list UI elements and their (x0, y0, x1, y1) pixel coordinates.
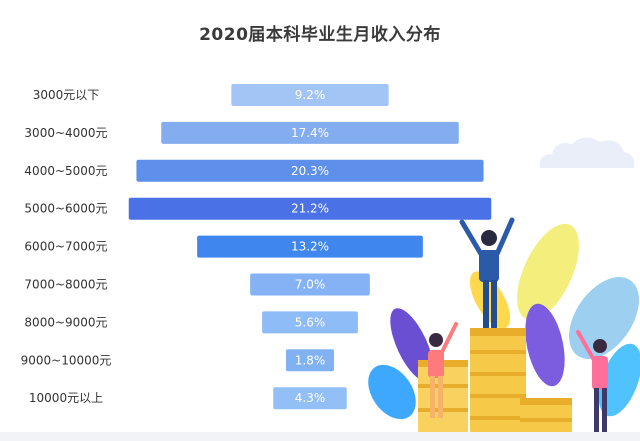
plant-decoration (368, 223, 640, 420)
value-label: 9.2% (295, 88, 326, 102)
category-label: 4000~5000元 (24, 164, 107, 178)
category-label: 3000~4000元 (24, 126, 107, 140)
value-label: 17.4% (291, 126, 329, 140)
category-label: 9000~10000元 (21, 353, 112, 367)
bar (262, 311, 358, 334)
value-label: 7.0% (295, 278, 326, 292)
bar (128, 197, 492, 220)
value-label: 5.6% (295, 315, 326, 329)
value-label: 1.8% (295, 353, 326, 367)
value-label: 13.2% (291, 240, 329, 254)
bar (161, 121, 459, 144)
cloud-decoration (539, 137, 635, 168)
category-label: 3000元以下 (33, 88, 100, 102)
bar (273, 387, 347, 410)
category-label: 7000~8000元 (24, 278, 107, 292)
bar (231, 84, 389, 106)
value-label: 4.3% (295, 391, 326, 405)
category-label: 8000~9000元 (24, 315, 107, 329)
bar (197, 235, 423, 258)
value-label: 20.3% (291, 164, 329, 178)
bar (250, 273, 370, 296)
category-label: 10000元以上 (29, 391, 103, 405)
chart-title: 2020届本科毕业生月收入分布 (199, 25, 441, 45)
bar (136, 159, 484, 182)
value-label: 21.2% (291, 202, 329, 216)
bottom-strip (0, 432, 640, 441)
category-label: 6000~7000元 (24, 240, 107, 254)
bar (286, 349, 334, 372)
people-decoration (428, 217, 608, 432)
category-label: 5000~6000元 (24, 202, 107, 216)
